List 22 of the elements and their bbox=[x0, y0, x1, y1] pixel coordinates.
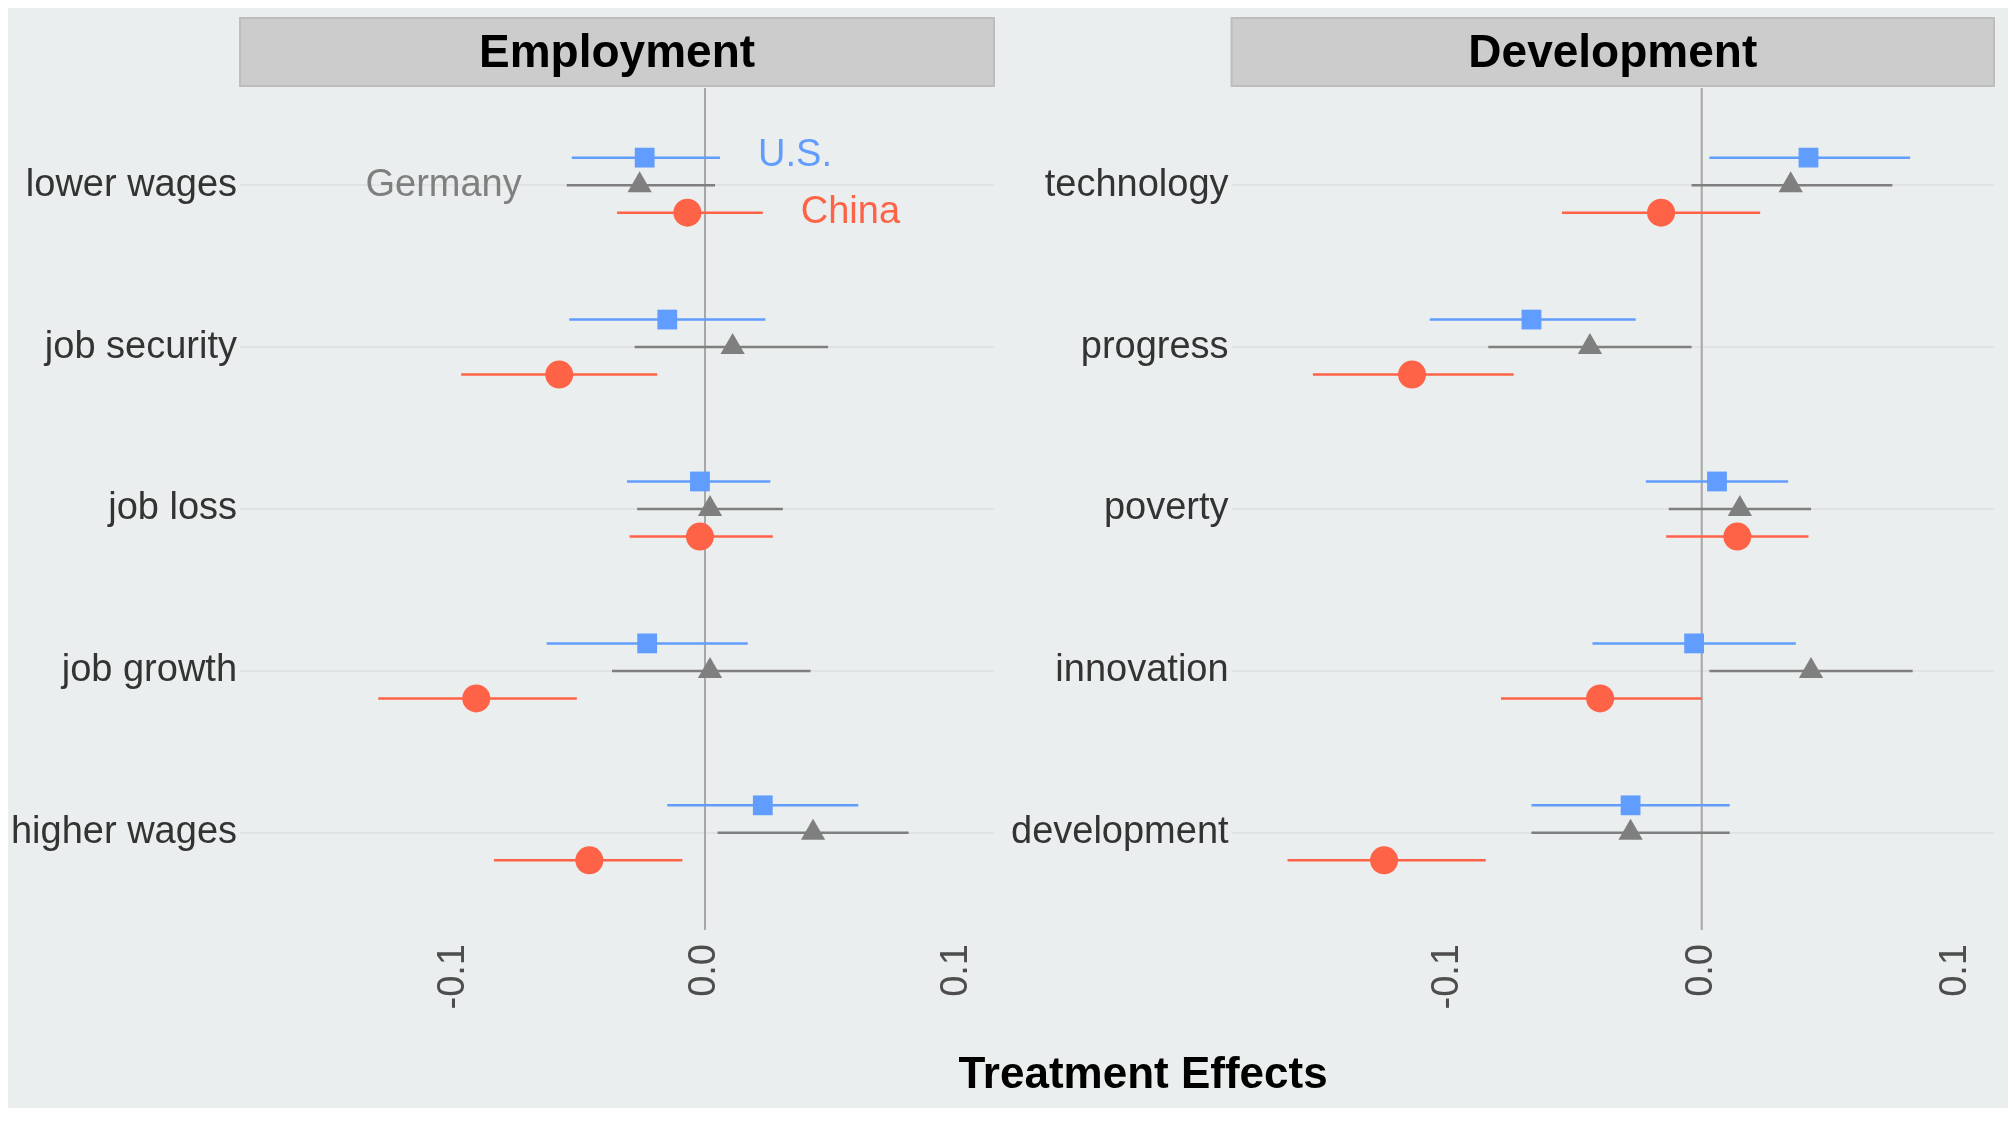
y-tick-label: job loss bbox=[107, 485, 238, 528]
y-tick-label: lower wages bbox=[25, 161, 238, 204]
text: Germany bbox=[365, 161, 522, 204]
chart-title: Development bbox=[1468, 24, 1758, 77]
x-tick-label: 0.0 bbox=[1678, 944, 1721, 997]
y-tick-label: poverty bbox=[1103, 485, 1229, 528]
text: China bbox=[800, 189, 901, 232]
y-tick-label: progress bbox=[1080, 323, 1229, 366]
x-axis-title: Treatment Effects bbox=[957, 1048, 1329, 1099]
x-tick-label: 0.1 bbox=[932, 944, 975, 997]
chart-title: Employment bbox=[478, 24, 756, 77]
y-tick-label: job growth bbox=[60, 647, 238, 690]
y-tick-label: higher wages bbox=[10, 809, 238, 852]
text: U.S. bbox=[758, 132, 832, 175]
y-tick-label: job security bbox=[43, 323, 238, 366]
x-tick-label: -0.1 bbox=[1424, 944, 1467, 1010]
y-tick-label: development bbox=[1011, 809, 1230, 852]
x-tick-label: 0.1 bbox=[1932, 944, 1975, 997]
x-tick-label: 0.0 bbox=[681, 944, 724, 997]
y-tick-label: technology bbox=[1044, 161, 1229, 204]
x-tick-label: -0.1 bbox=[430, 944, 473, 1010]
y-tick-label: innovation bbox=[1055, 647, 1229, 690]
